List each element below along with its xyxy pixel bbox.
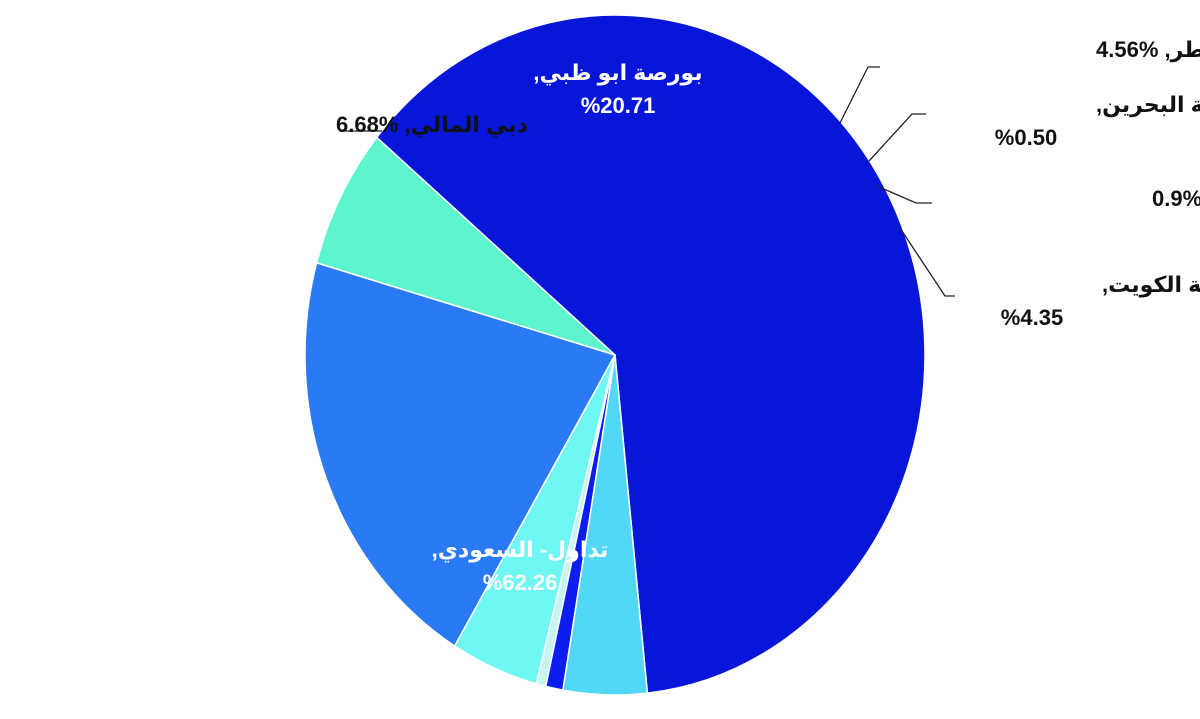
pie-slice-3 xyxy=(304,261,617,648)
slice-label-5: بورصة البحرين, xyxy=(1096,92,1200,118)
pie-slice-7 xyxy=(562,354,649,696)
pie-slice-1 xyxy=(375,14,926,694)
slice-label-3: بورصة ابو ظبي, xyxy=(533,60,702,86)
leader-line-7 xyxy=(899,227,955,297)
slice-value-5: %0.50 xyxy=(995,125,1057,150)
leader-line-5 xyxy=(868,113,926,162)
slice-label-4: بورصة قطر, %4.56 xyxy=(1096,37,1200,63)
leader-line-6 xyxy=(876,185,932,204)
slice-label-7: بورصة الكويت, xyxy=(1102,272,1200,298)
pie-slice-2 xyxy=(315,136,616,356)
slice-value-7: %4.35 xyxy=(1001,305,1063,330)
slice-label-6: بورصة مسقط, %0.9 xyxy=(1152,186,1200,212)
slice-label-1: تداول- السعودي, xyxy=(432,537,609,563)
slice-label-2: دبي المالي, %6.68 xyxy=(336,112,528,138)
slice-value-1: %62.26 xyxy=(483,570,558,595)
leader-line-4 xyxy=(839,66,880,124)
slice-value-3: %20.71 xyxy=(581,93,656,118)
pie-slices xyxy=(304,14,926,696)
